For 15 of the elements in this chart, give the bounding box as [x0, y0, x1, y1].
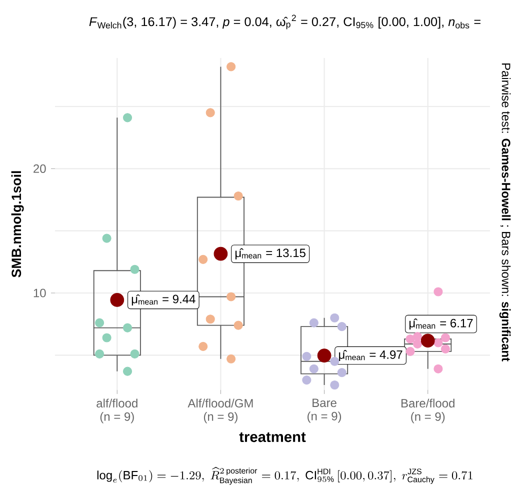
y-axis-title: SMB.nmolg.1soil [11, 171, 24, 278]
text: $\log_{e}(\mathrm{BF}_{01}) = -1.29,\ \widehat{R}^{2\,\mathrm{posterior}}_{\mathrm{Bayesian}} = 0.17,\ \mathrm{CI}^{\mathrm{HDI}}_{95\%}\,[0.00, 0.37],\ r^{\mathrm{JZS}}_{\mathrm{Cauchy}} = 0.71$ [97, 466, 472, 485]
x-axis-title: treatment [239, 432, 306, 442]
chart-title: F$_{Welch}$(3, 16.17) = 3.47, p = 0.04, ω̂$_{p}$$^{2}$ = 0.27, CI$_{95%}$ [0.00, 1.00], n$_{obs}$ = [89, 14, 480, 30]
text: Pairwise test: Games-Howell ; Bars shown: significant [499, 63, 511, 362]
x-tick-label: alf/flood (n = 9) [96, 398, 138, 424]
annotation: μ̂$_{mean}$ = 6.17 [409, 318, 473, 330]
y-tick-label: 20 [34, 164, 46, 173]
x-tick-label: Bare/flood (n = 9) [401, 398, 454, 424]
annotation: μ̂$_{mean}$ = 13.15 [235, 248, 306, 260]
annotation: μ̂$_{mean}$ = 4.97 [339, 350, 402, 362]
x-tick-label: Alf/flood/GM (n = 9) [188, 398, 253, 424]
x-tick-label: Bare (n = 9) [308, 398, 342, 423]
annotation: μ̂$_{mean}$ = 9.44 [132, 294, 196, 306]
y-tick-label: 10 [34, 288, 46, 298]
